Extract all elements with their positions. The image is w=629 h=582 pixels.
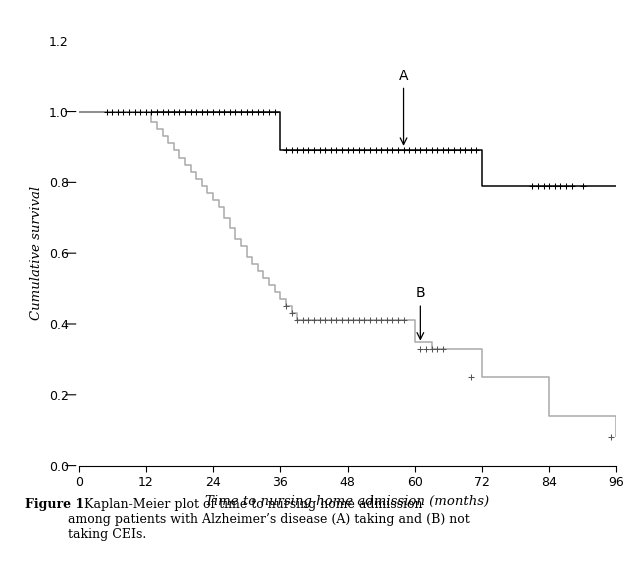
- Text: B: B: [416, 286, 425, 339]
- Y-axis label: Cumulative survival: Cumulative survival: [30, 186, 43, 320]
- Text: Kaplan-Meier plot of time to nursing home admission
among patients with Alzheime: Kaplan-Meier plot of time to nursing hom…: [68, 498, 470, 541]
- Text: A: A: [399, 69, 408, 144]
- X-axis label: Time to nursing home admission (months): Time to nursing home admission (months): [206, 495, 489, 508]
- Text: Figure 1: Figure 1: [25, 498, 84, 510]
